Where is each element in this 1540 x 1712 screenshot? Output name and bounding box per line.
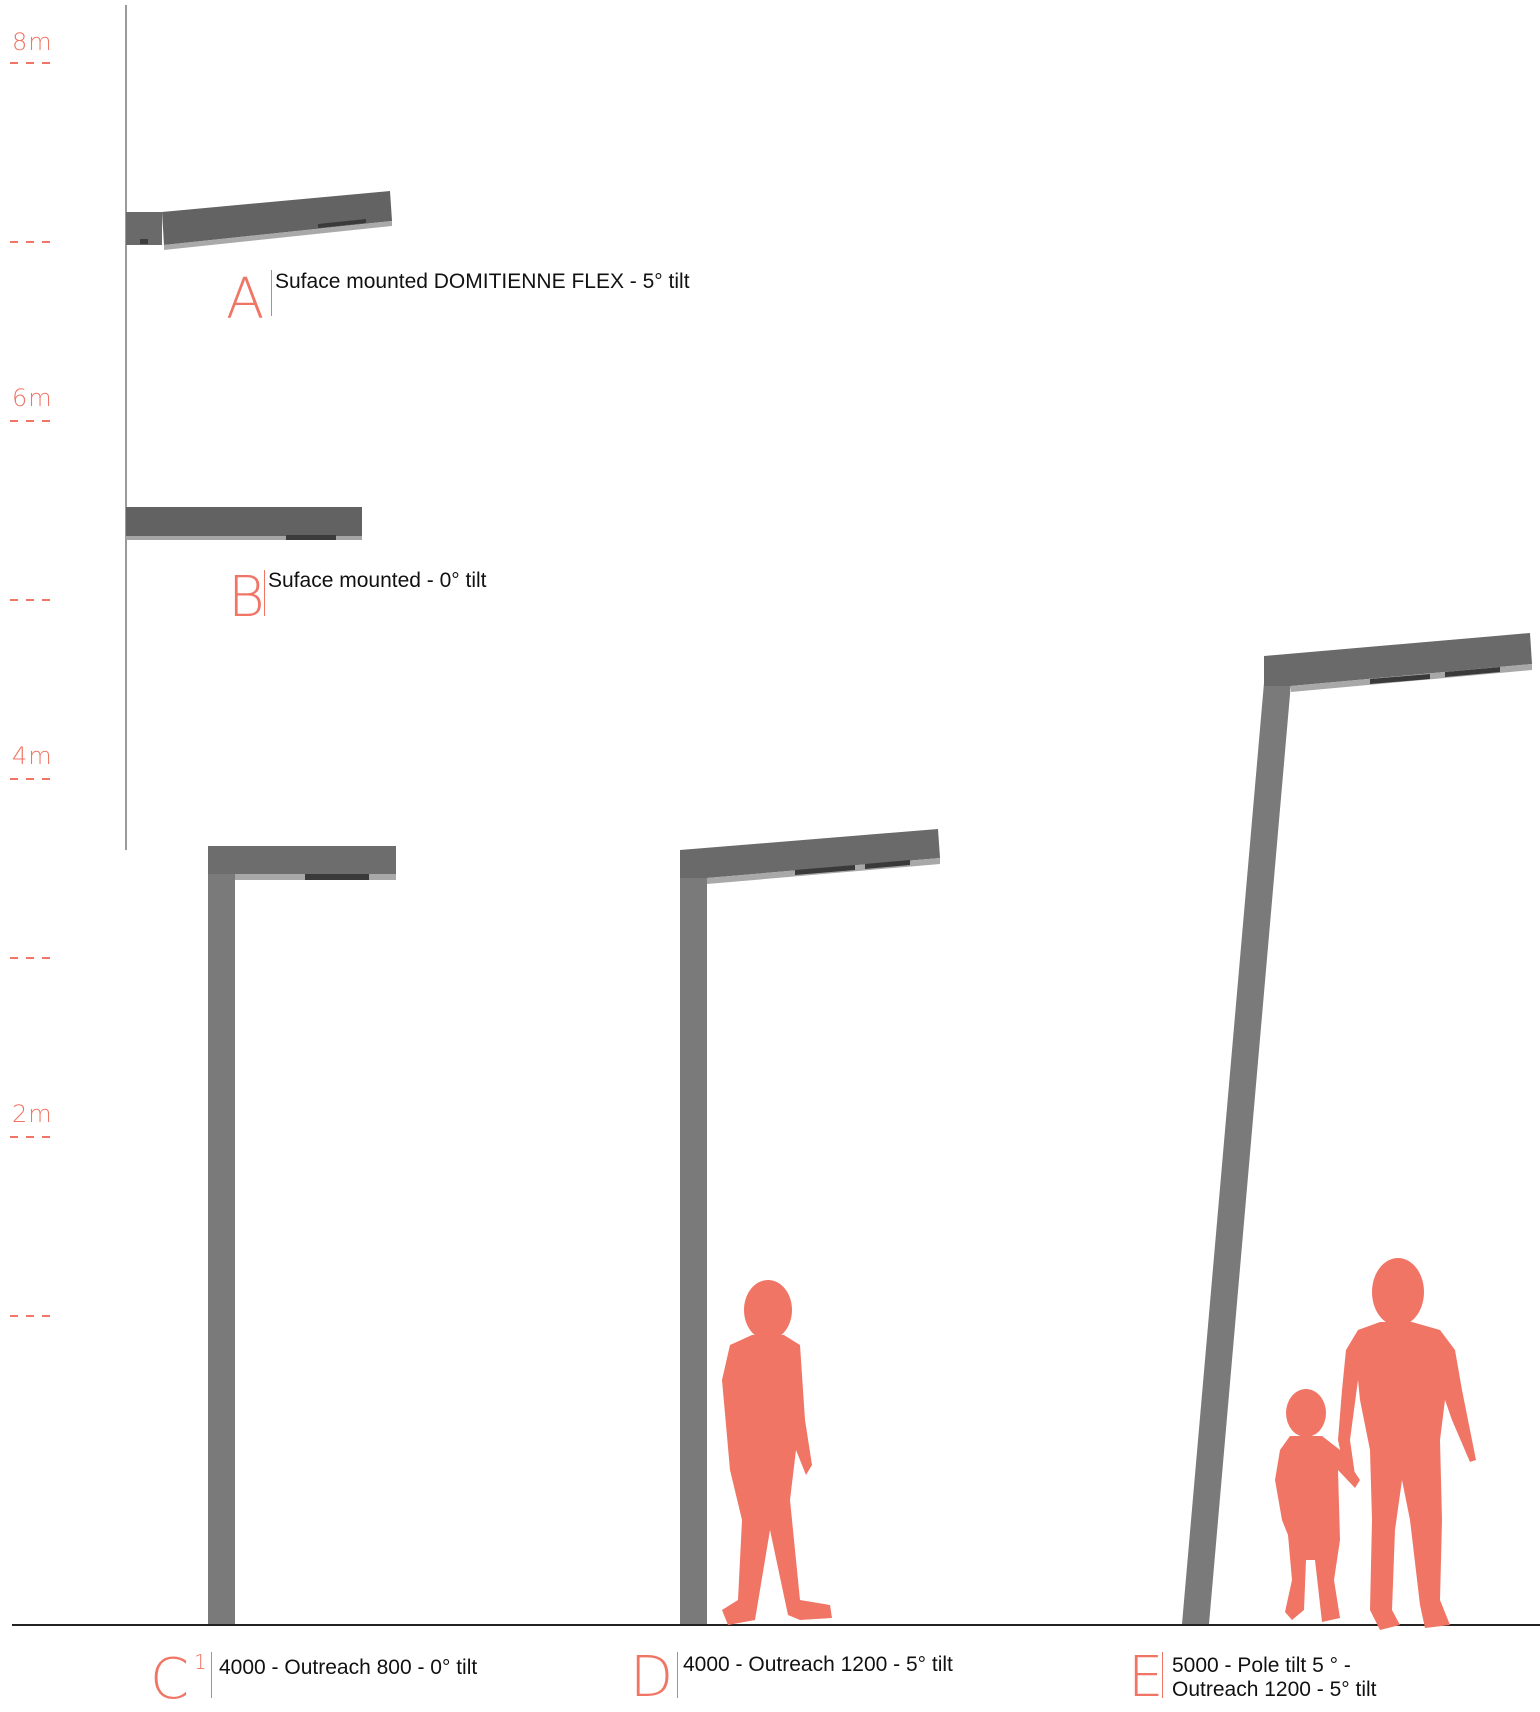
fixture-caption-d: 4000 - Outreach 1200 - 5° tilt [683,1653,953,1676]
walking-child-silhouette-icon [722,1280,832,1625]
scale-tick [10,1315,52,1317]
scale-tick [10,957,52,959]
fixture-letter-d: D [630,1645,674,1710]
fixture-letter-b: B [228,565,265,630]
adult-silhouette-icon [1338,1258,1476,1630]
pole-c [208,846,396,1624]
divider [1162,1652,1163,1698]
fixture-letter-c: C [150,1647,190,1712]
scale-tick [10,62,52,64]
divider [264,570,265,616]
scale-tick [10,241,52,243]
fixture-caption-a: Suface mounted DOMITIENNE FLEX - 5° tilt [275,270,690,293]
fixture-letter-a: A [226,267,265,332]
fixture-caption-e: 5000 - Pole tilt 5 ° - Outreach 1200 - 5… [1172,1654,1377,1701]
scale-label-8m: 8m [12,28,53,56]
divider [677,1652,678,1698]
fixture-caption-b: Suface mounted - 0° tilt [268,569,487,592]
fixture-letter-e: E [1128,1645,1164,1710]
divider [211,1652,212,1698]
pole-e [1182,633,1532,1624]
pole-d [680,829,940,1624]
small-child-silhouette-icon [1275,1389,1360,1622]
scale-tick [10,599,52,601]
scale-label-6m: 6m [12,384,53,412]
scale-tick [10,778,52,780]
luminaire-b [126,507,362,540]
luminaire-a [126,191,392,250]
scale-tick [10,420,52,422]
scale-label-4m: 4m [12,742,53,770]
fixture-caption-c: 4000 - Outreach 800 - 0° tilt [219,1656,478,1679]
scale-label-2m: 2m [12,1100,53,1128]
divider [271,270,272,316]
scale-tick [10,1136,52,1138]
fixture-superscript-c: 1 [194,1650,207,1674]
